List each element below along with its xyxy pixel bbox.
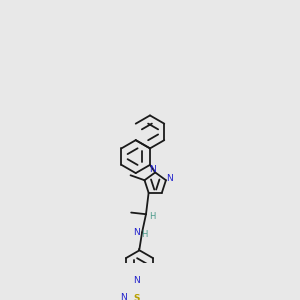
Text: S: S [133, 294, 140, 300]
Text: N: N [167, 174, 173, 183]
Text: N: N [120, 293, 127, 300]
Text: N: N [133, 228, 140, 237]
Text: N: N [133, 276, 140, 285]
Text: H: H [142, 230, 148, 239]
Text: H: H [149, 212, 156, 221]
Text: N: N [149, 165, 156, 174]
